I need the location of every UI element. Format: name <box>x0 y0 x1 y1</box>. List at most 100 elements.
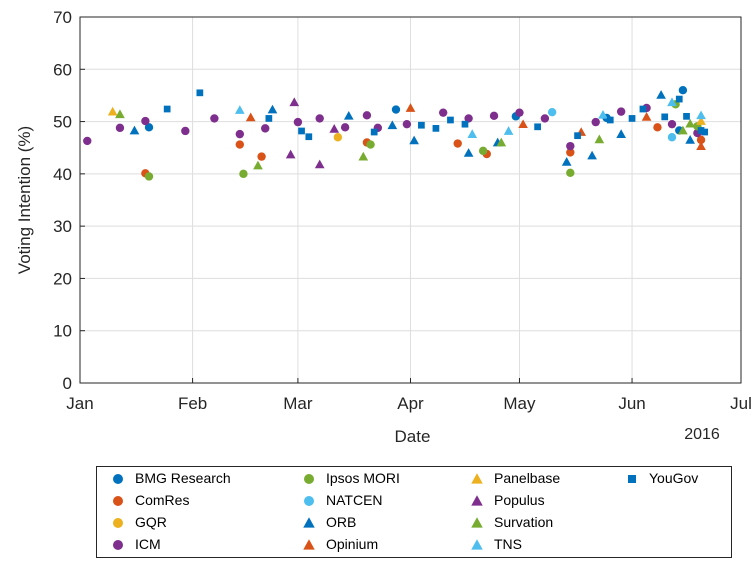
data-point <box>683 112 690 120</box>
data-points <box>83 86 709 181</box>
legend-item: ORB <box>300 511 356 533</box>
data-point <box>235 129 245 139</box>
legend-item: ComRes <box>109 489 189 511</box>
series-survation <box>115 109 695 170</box>
legend-label: ORB <box>326 514 357 530</box>
data-point <box>141 116 150 126</box>
legend-label: ComRes <box>135 492 190 508</box>
data-point <box>196 89 204 97</box>
circle-marker-icon <box>109 513 127 531</box>
circle-marker-icon <box>109 535 127 553</box>
data-point <box>587 150 597 160</box>
legend-item: ICM <box>109 533 161 555</box>
data-point <box>667 97 677 107</box>
data-point <box>667 119 677 129</box>
data-point <box>547 107 557 117</box>
legend-label: ICM <box>135 536 161 552</box>
series-panelbase <box>107 106 706 125</box>
data-point <box>358 151 369 161</box>
legend-item: Ipsos MORI <box>300 467 400 489</box>
x-axis-ticks: Jan Feb Mar Apr May Jun Jul <box>66 378 752 413</box>
data-point <box>329 124 340 133</box>
data-point <box>606 116 614 124</box>
x-tick-label: Jul <box>730 394 752 413</box>
data-point <box>661 113 669 121</box>
data-point <box>305 133 313 141</box>
data-point <box>628 115 636 122</box>
legend-marker <box>471 495 483 506</box>
data-point <box>566 168 575 178</box>
data-point <box>267 104 278 114</box>
data-point <box>598 109 608 119</box>
data-point <box>496 137 507 147</box>
data-point <box>561 157 572 166</box>
data-point <box>678 125 688 135</box>
data-point <box>453 139 462 148</box>
triangle-marker-icon <box>468 513 486 531</box>
legend-item: BMG Research <box>109 467 231 489</box>
legend-marker <box>113 474 123 484</box>
data-point <box>467 129 478 138</box>
x-tick-label: Mar <box>283 394 313 413</box>
legend-label: BMG Research <box>135 470 231 486</box>
series-bmg-research <box>144 86 688 135</box>
series-natcen <box>547 107 677 142</box>
data-point <box>181 126 190 136</box>
data-point <box>696 116 706 125</box>
legend-marker <box>471 539 483 550</box>
legend-label: NATCEN <box>326 492 383 508</box>
data-point <box>438 108 448 117</box>
data-point <box>144 123 154 132</box>
legend-label: TNS <box>494 536 522 552</box>
y-tick-label: 10 <box>53 322 72 341</box>
y-tick-label: 50 <box>53 113 72 132</box>
data-point <box>463 148 474 157</box>
y-tick-label: 70 <box>53 8 72 27</box>
data-point <box>261 124 270 133</box>
legend-marker <box>304 474 314 484</box>
data-point <box>257 152 266 161</box>
data-point <box>285 149 296 159</box>
square-marker-icon <box>623 469 641 487</box>
data-point <box>107 106 118 116</box>
data-point <box>366 140 375 149</box>
series-populus <box>285 97 340 169</box>
series-yougov <box>163 89 709 141</box>
legend-item: GQR <box>109 511 167 533</box>
legend-marker <box>471 517 483 528</box>
data-point <box>591 117 600 127</box>
circle-marker-icon <box>109 469 127 487</box>
y-tick-label: 20 <box>53 269 72 288</box>
data-point <box>362 111 372 120</box>
y-axis-ticks: 0 10 20 30 40 50 60 70 <box>53 8 85 393</box>
data-point <box>639 105 647 113</box>
data-point <box>253 160 263 170</box>
y-tick-label: 0 <box>63 374 72 393</box>
data-point <box>697 127 705 134</box>
y-tick-label: 30 <box>53 217 72 236</box>
x-tick-label: Jan <box>66 394 93 413</box>
data-point <box>144 172 154 181</box>
data-point <box>616 129 626 138</box>
data-point <box>370 128 378 136</box>
legend-item: TNS <box>468 533 522 555</box>
legend-marker <box>304 496 314 506</box>
legend-item: Opinium <box>300 533 378 555</box>
circle-marker-icon <box>300 491 318 509</box>
data-point <box>129 125 140 135</box>
data-point <box>685 118 695 128</box>
legend-label: YouGov <box>649 470 699 486</box>
legend-item: YouGov <box>623 467 698 489</box>
data-point <box>265 115 273 122</box>
data-point <box>235 140 245 149</box>
data-point <box>298 127 305 135</box>
data-point <box>653 123 662 132</box>
data-point <box>678 86 688 95</box>
legend-label: Panelbase <box>494 470 561 486</box>
legend-marker <box>113 518 123 528</box>
x-tick-label: Jun <box>618 394 645 413</box>
data-point <box>293 117 303 127</box>
data-point <box>83 136 92 146</box>
data-point <box>503 126 514 135</box>
circle-marker-icon <box>300 469 318 487</box>
